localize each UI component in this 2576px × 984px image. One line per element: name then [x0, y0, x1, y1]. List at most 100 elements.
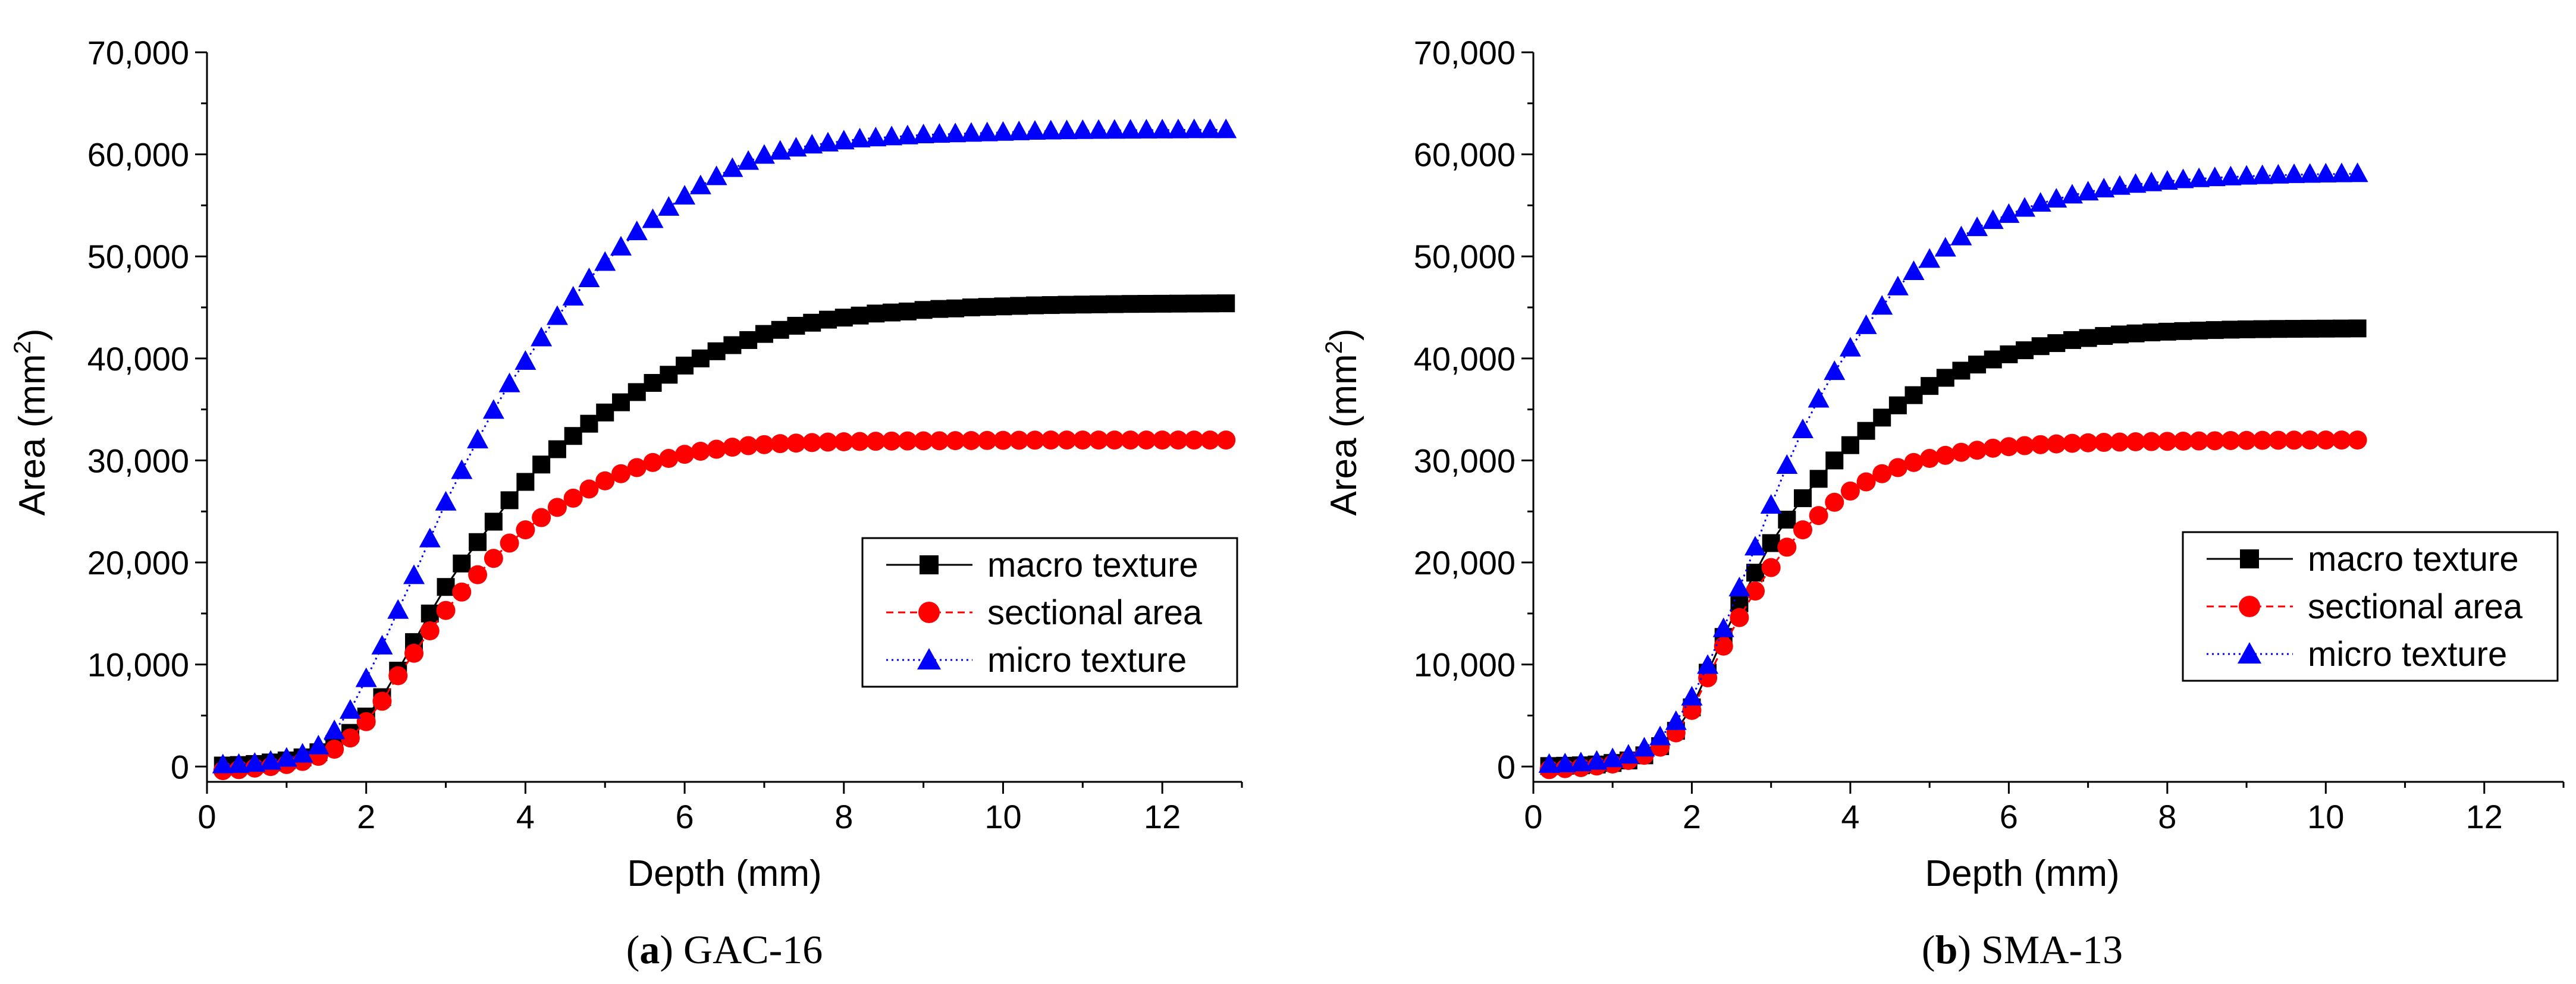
data-point-macro-a — [596, 403, 614, 422]
data-point-micro-a — [1008, 120, 1030, 140]
data-point-micro-a — [435, 491, 457, 511]
y-tick-label-b: 50,000 — [1414, 238, 1516, 275]
y-tick-label-a: 0 — [171, 748, 189, 785]
data-point-micro-b — [1617, 744, 1639, 764]
data-point-micro-a — [403, 564, 425, 584]
data-point-micro-a — [594, 251, 616, 271]
data-point-micro-b — [1681, 686, 1703, 706]
data-point-sectional-a — [372, 691, 392, 711]
data-point-macro-a — [803, 313, 821, 332]
data-point-micro-a — [260, 750, 282, 770]
data-point-macro-a — [1185, 294, 1203, 313]
data-point-micro-b — [1808, 388, 1830, 408]
data-point-sectional-a — [532, 508, 551, 527]
data-point-sectional-a — [388, 666, 408, 686]
data-point-macro-b — [2174, 322, 2192, 340]
data-point-sectional-b — [1920, 449, 1940, 469]
data-point-sectional-b — [2047, 434, 2066, 454]
data-point-macro-a — [883, 303, 901, 322]
data-point-macro-b — [2301, 319, 2319, 338]
data-point-macro-a — [898, 302, 917, 320]
data-point-micro-a — [626, 221, 648, 241]
data-point-micro-a — [1072, 119, 1094, 139]
data-point-micro-a — [689, 174, 711, 194]
data-point-macro-a — [484, 513, 503, 531]
data-point-macro-b — [1888, 396, 1907, 414]
x-axis-label-b: Depth (mm) — [1925, 853, 2119, 894]
data-point-micro-a — [228, 753, 250, 773]
data-point-macro-a — [421, 604, 439, 623]
data-point-micro-a — [785, 137, 807, 157]
legend-entry-sectional-b: sectional area — [2207, 587, 2523, 626]
data-point-sectional-a — [723, 438, 742, 457]
data-point-sectional-b — [2062, 433, 2082, 453]
data-point-macro-b — [1746, 564, 1765, 582]
data-point-macro-a — [516, 473, 535, 491]
data-point-macro-b — [2142, 323, 2161, 342]
data-point-macro-a — [1058, 295, 1076, 314]
data-point-micro-b — [2125, 173, 2147, 193]
data-point-sectional-b — [2078, 433, 2098, 452]
data-point-micro-a — [498, 372, 520, 392]
y-tick-label-b: 40,000 — [1414, 340, 1516, 378]
data-point-micro-b — [1744, 536, 1767, 556]
data-point-sectional-a — [1105, 430, 1124, 450]
legend-label-macro-b: macro texture — [2308, 540, 2519, 579]
data-point-sectional-a — [850, 432, 870, 451]
data-point-micro-b — [1950, 225, 1972, 246]
data-point-sectional-a — [420, 621, 440, 641]
data-point-micro-b — [2283, 163, 2305, 183]
series-layer-b — [1538, 162, 2368, 779]
data-point-macro-a — [453, 554, 471, 573]
data-point-macro-a — [644, 374, 662, 392]
data-point-micro-b — [2315, 162, 2337, 183]
data-point-macro-a — [851, 306, 869, 325]
data-point-macro-b — [2190, 321, 2208, 339]
y-tick-label-b: 10,000 — [1414, 646, 1516, 684]
data-point-sectional-a — [770, 434, 790, 454]
data-point-micro-a — [1103, 119, 1125, 139]
data-point-macro-a — [946, 299, 965, 317]
caption-b: (b) SMA-13 — [1922, 927, 2123, 972]
y-axis-label-a: Area (mm2) — [10, 328, 53, 515]
data-point-sectional-a — [500, 533, 519, 553]
data-point-micro-a — [1024, 120, 1046, 140]
data-point-sectional-a — [516, 520, 535, 540]
data-point-micro-a — [865, 127, 887, 147]
data-point-sectional-a — [930, 431, 949, 451]
data-point-micro-b — [2236, 165, 2258, 185]
data-point-micro-b — [1934, 237, 1956, 257]
data-point-micro-a — [721, 157, 743, 177]
data-point-micro-b — [1570, 752, 1592, 772]
data-point-sectional-b — [2189, 431, 2209, 451]
data-point-micro-b — [1982, 209, 2004, 230]
legend-a: macro texture sectional area micro textu… — [861, 537, 1238, 688]
data-point-sectional-a — [786, 433, 806, 453]
data-point-micro-b — [2061, 184, 2083, 204]
legend-label-sectional-a: sectional area — [987, 593, 1203, 632]
data-point-macro-b — [1968, 356, 1987, 374]
data-point-sectional-b — [1746, 581, 1765, 601]
data-point-micro-a — [546, 305, 568, 325]
data-point-micro-a — [658, 196, 680, 216]
x-axis-label-a: Depth (mm) — [627, 853, 821, 894]
data-point-sectional-b — [1872, 464, 1892, 483]
y-tick-label-b: 20,000 — [1414, 544, 1516, 581]
data-point-macro-b — [2238, 320, 2256, 338]
data-point-micro-b — [1728, 576, 1750, 596]
data-point-macro-a — [1041, 296, 1060, 315]
legend-entry-macro-a: macro texture — [886, 546, 1198, 584]
x-tick-label-a: 10 — [984, 798, 1021, 835]
data-point-micro-b — [1697, 654, 1719, 674]
data-point-sectional-a — [452, 582, 472, 602]
data-point-sectional-a — [866, 432, 886, 451]
y-tick-label-a: 10,000 — [87, 646, 189, 684]
legend-entry-macro-b: macro texture — [2207, 540, 2519, 579]
data-point-macro-a — [1153, 294, 1172, 313]
data-point-micro-a — [992, 121, 1014, 141]
data-point-micro-a — [291, 743, 313, 763]
legend-label-sectional-b: sectional area — [2308, 587, 2523, 626]
data-point-macro-b — [1936, 369, 1954, 387]
data-point-macro-b — [2269, 320, 2288, 338]
data-point-macro-b — [1921, 377, 1939, 395]
